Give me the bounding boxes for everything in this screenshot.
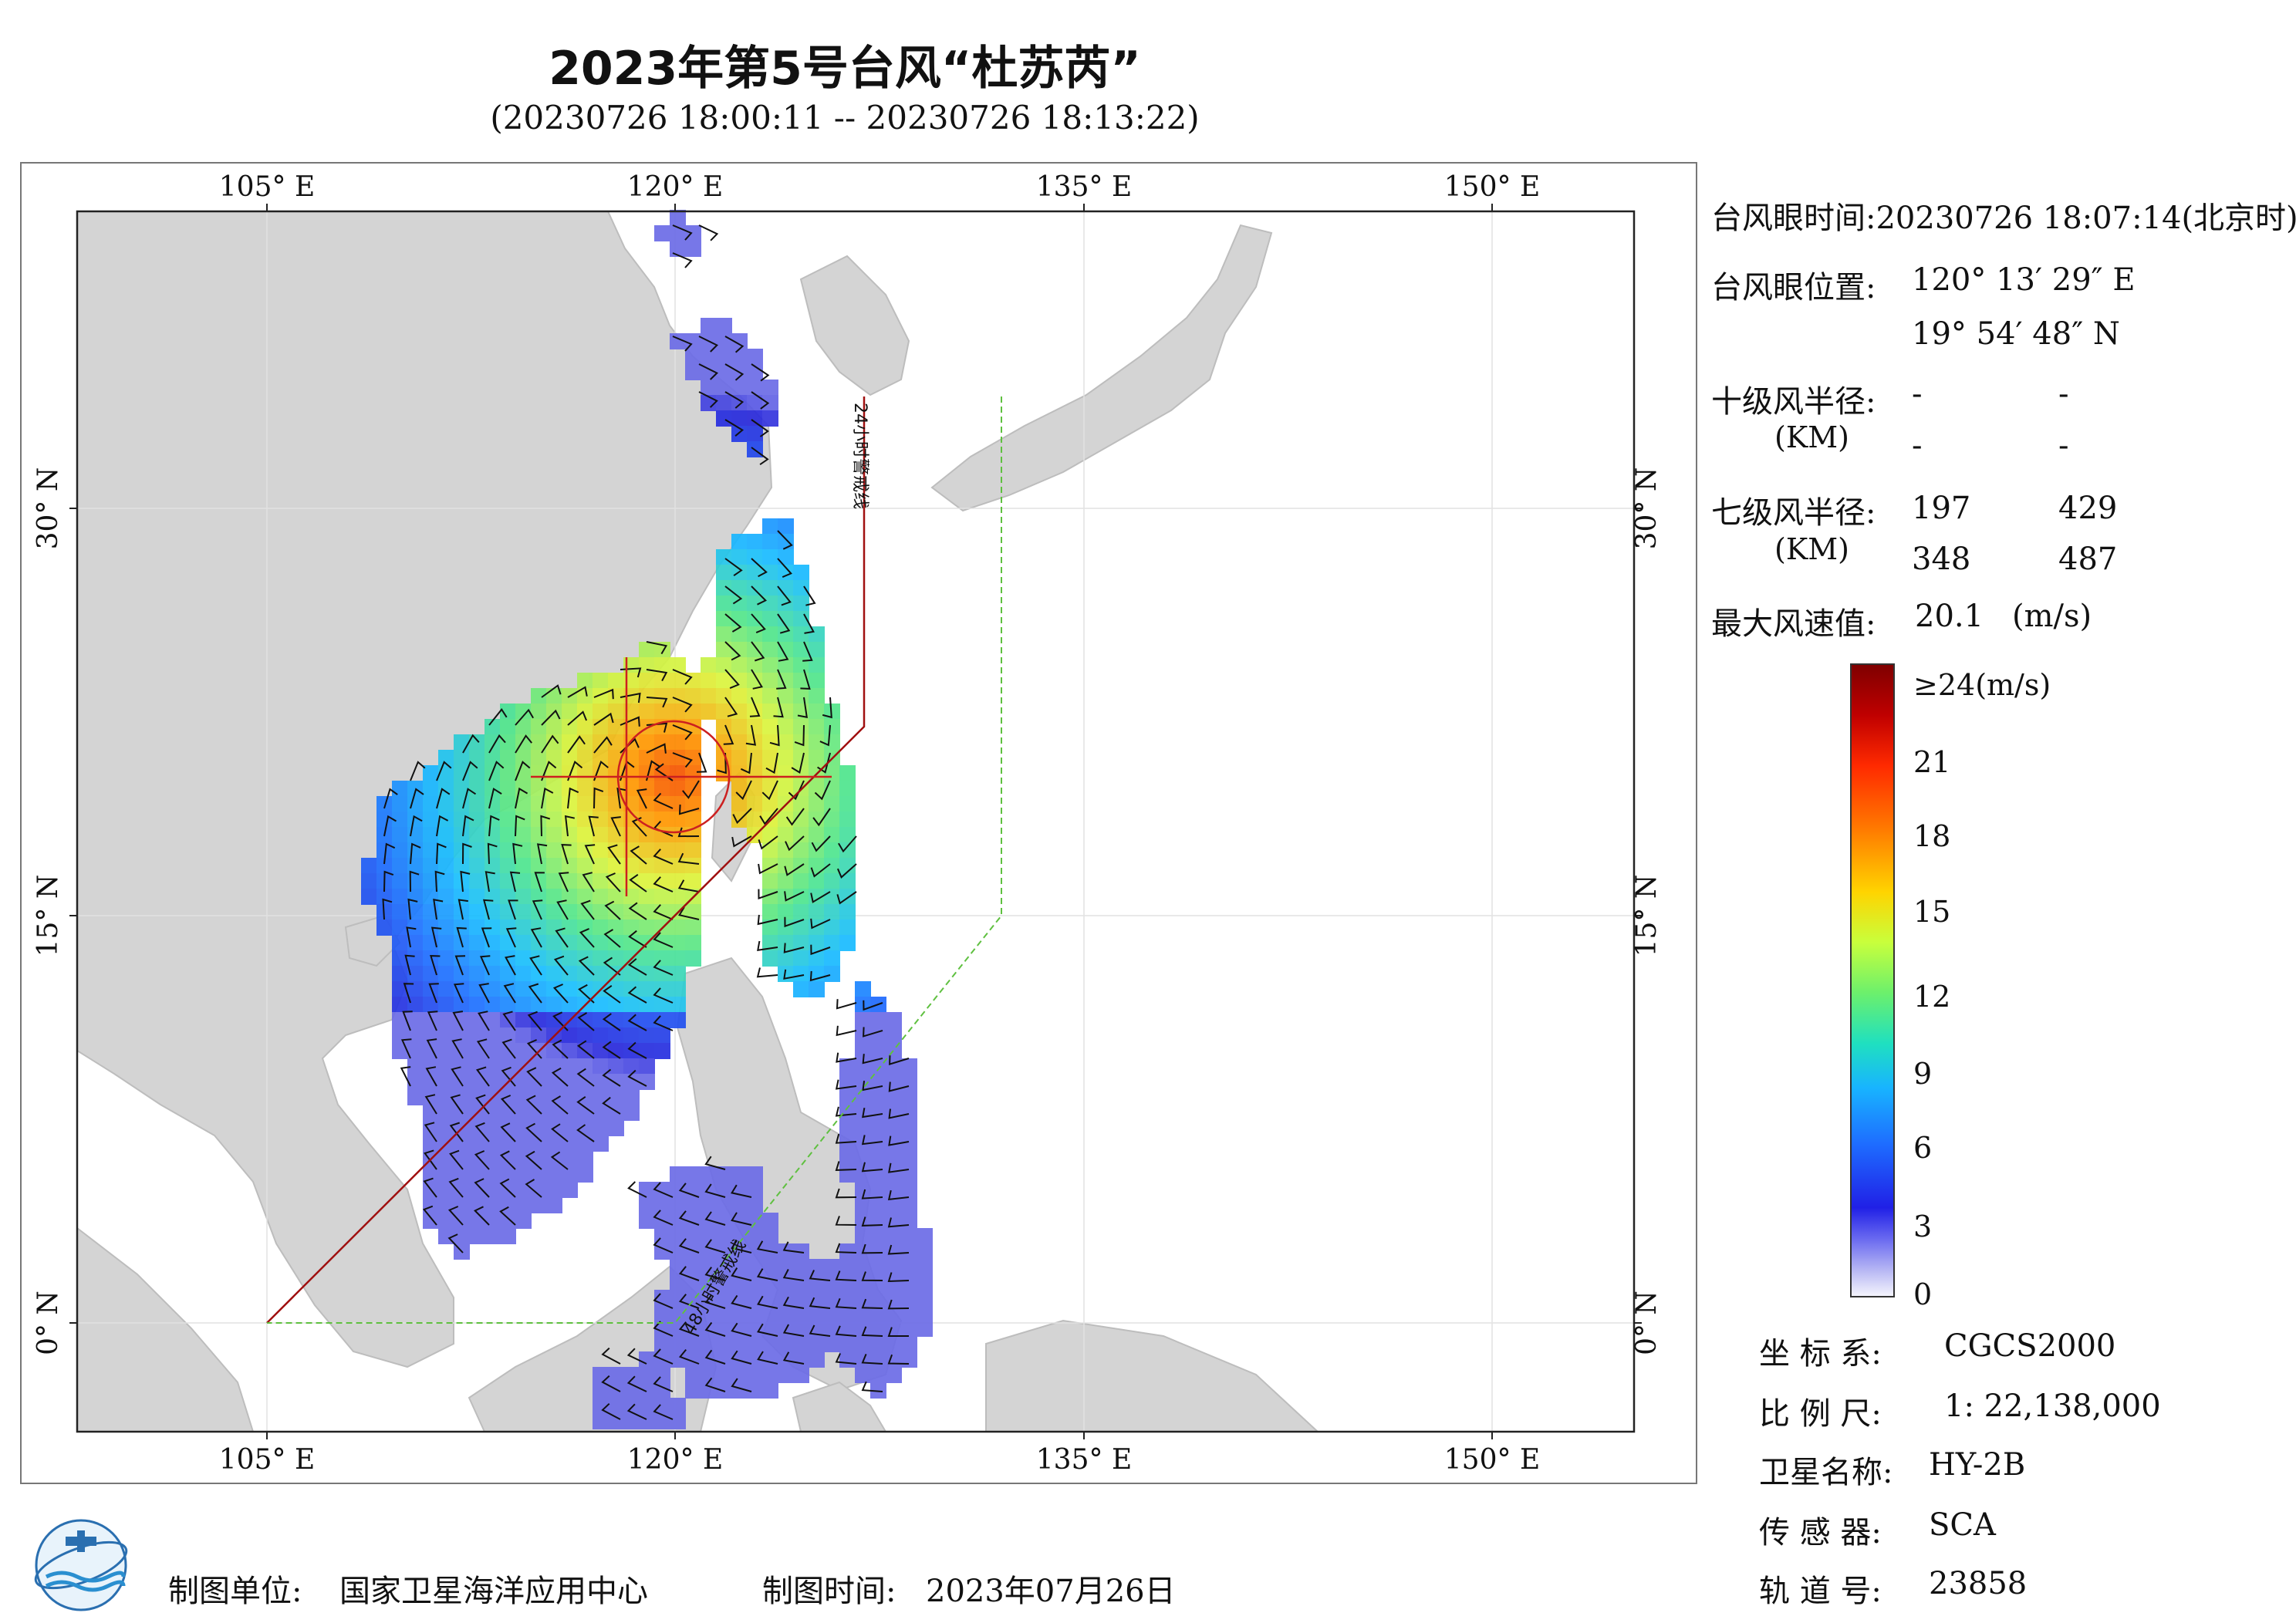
crs-value: CGCS2000	[1944, 1328, 2116, 1364]
warning-line-48h	[267, 396, 1002, 1324]
eye-lat-value: 19° 54′ 48″ N	[1912, 316, 2120, 352]
lat-label-right-0: 0° N	[1631, 1291, 1663, 1355]
lat-label-right-15: 15° N	[1631, 875, 1663, 957]
r10-value-3: -	[1912, 428, 1923, 464]
eye-time-label: 台风眼时间:	[1711, 201, 1876, 236]
r7-value-3: 348	[1912, 542, 1971, 577]
colorbar-label-21: 21	[1913, 745, 1951, 779]
colorbar-label-6: 6	[1913, 1131, 1933, 1165]
r10-value-2: -	[2058, 376, 2069, 412]
satellite-label: 卫星名称:	[1759, 1455, 1893, 1490]
r10-unit: (KM)	[1774, 420, 1849, 454]
footer-time-value: 2023年07月26日	[926, 1574, 1176, 1609]
lat-label-right-30: 30° N	[1631, 467, 1663, 550]
lon-label-bottom-120: 120° E	[627, 1444, 723, 1476]
wind-barbs	[382, 224, 910, 1420]
eye-pos-label: 台风眼位置:	[1711, 270, 1876, 305]
footer-unit-value: 国家卫星海洋应用中心	[339, 1574, 648, 1609]
crs-label: 坐 标 系:	[1759, 1336, 1882, 1372]
plot-frame	[76, 210, 1636, 1433]
lon-label-bottom-135: 135° E	[1036, 1444, 1132, 1476]
lon-label-bottom-150: 150° E	[1444, 1444, 1540, 1476]
lon-label-top-150: 150° E	[1444, 171, 1540, 203]
colorbar-label-15: 15	[1913, 895, 1951, 929]
orbit-value: 23858	[1929, 1566, 2028, 1601]
eye-lon-value: 120° 13′ 29″ E	[1912, 262, 2136, 298]
lat-label-left-15: 15° N	[32, 875, 64, 957]
r7-value-1: 197	[1912, 491, 1971, 526]
sensor-value: SCA	[1929, 1507, 1996, 1543]
max-wind-label: 最大风速值:	[1711, 606, 1876, 642]
colorbar-label-24: ≥24(m/s)	[1913, 668, 2051, 702]
orbit-label: 轨 道 号:	[1759, 1574, 1882, 1609]
map-panel: 24小时警戒线 48小时警戒线 105° E 120° E 135° E 150…	[20, 162, 1697, 1484]
r10-value-1: -	[1912, 376, 1923, 412]
r7-label: 七级风半径:	[1711, 495, 1876, 531]
r7-unit: (KM)	[1774, 532, 1849, 566]
lat-label-left-30: 30° N	[32, 467, 64, 550]
map-title: 2023年第5号台风“杜苏芮”	[549, 42, 1141, 96]
warning-line-24h-label: 24小时警戒线	[850, 403, 869, 509]
colorbar-label-18: 18	[1913, 819, 1951, 853]
colorbar-label-9: 9	[1913, 1057, 1933, 1091]
satellite-value: HY-2B	[1929, 1447, 2026, 1483]
colorbar-label-3: 3	[1913, 1210, 1933, 1243]
colorbar-label-0: 0	[1913, 1277, 1933, 1311]
typhoon-eye-marker	[531, 657, 832, 896]
scale-value: 1: 22,138,000	[1944, 1388, 2161, 1424]
max-wind-value: 20.1	[1915, 599, 1984, 634]
eye-time-row: 台风眼时间:20230726 18:07:14(北京时)	[1711, 193, 2296, 238]
colorbar-label-12: 12	[1913, 980, 1951, 1014]
nsoas-logo-icon	[34, 1519, 128, 1611]
lon-label-top-105: 105° E	[219, 171, 315, 203]
sensor-label: 传 感 器:	[1759, 1515, 1882, 1550]
wind-field-map[interactable]: 24小时警戒线 48小时警戒线 105° E 120° E 135° E 150…	[22, 164, 1696, 1483]
r7-value-4: 487	[2058, 542, 2118, 577]
land-sulawesi	[792, 1381, 887, 1432]
max-wind-unit: (m/s)	[2012, 599, 2092, 634]
land-japan	[930, 224, 1273, 512]
land-korean-peninsula	[799, 255, 910, 396]
lon-label-bottom-105: 105° E	[219, 1444, 315, 1476]
r7-value-2: 429	[2058, 491, 2118, 526]
wind-speed-colorbar	[1850, 663, 1895, 1297]
scale-label: 比 例 尺:	[1759, 1396, 1882, 1432]
warning-line-24h	[266, 396, 866, 1324]
footer-unit-label: 制图单位:	[168, 1574, 302, 1609]
r10-label: 十级风半径:	[1711, 384, 1876, 420]
eye-time-value: 20230726 18:07:14(北京时)	[1876, 201, 2296, 236]
r10-value-4: -	[2058, 428, 2069, 464]
map-subtitle: (20230726 18:00:11 -- 20230726 18:13:22)	[490, 99, 1200, 137]
lat-label-left-0: 0° N	[32, 1291, 64, 1355]
footer-time-label: 制图时间:	[762, 1574, 896, 1609]
lon-label-top-135: 135° E	[1036, 171, 1132, 203]
lon-label-top-120: 120° E	[627, 171, 723, 203]
